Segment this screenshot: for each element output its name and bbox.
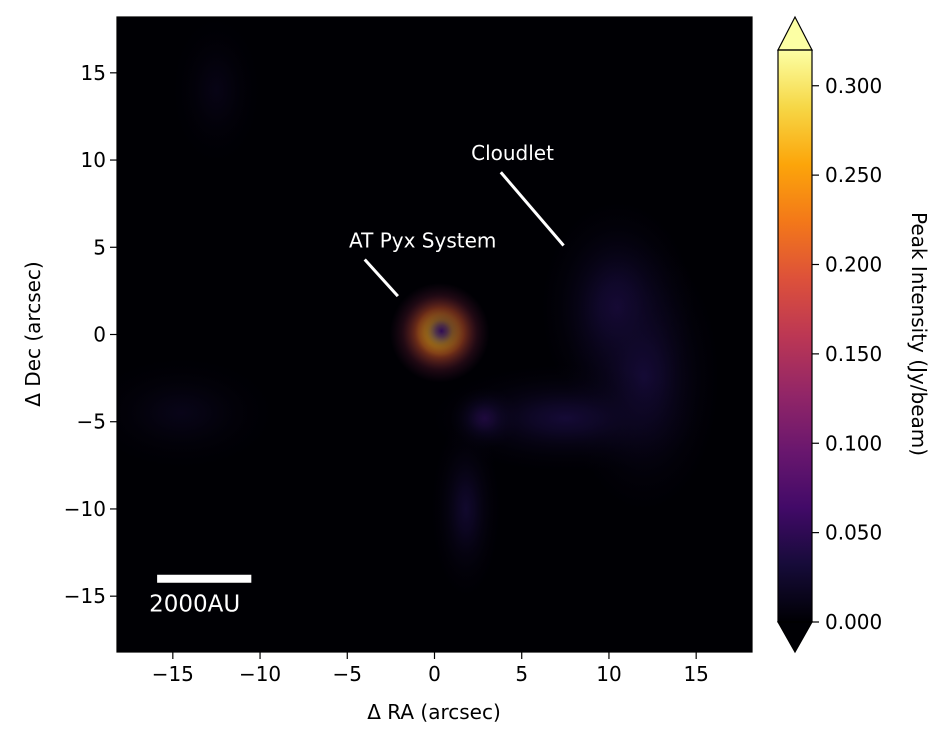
- annotation-label: Cloudlet: [471, 141, 554, 165]
- x-axis: −15 −10 −5 0 5 10 15: [152, 652, 709, 686]
- scale-bar-label: 2000AU: [149, 592, 240, 618]
- annotations: AT Pyx System Cloudlet: [349, 141, 565, 298]
- annotation-label: AT Pyx System: [349, 228, 496, 252]
- emission-feature: [117, 355, 278, 471]
- x-axis-label: Δ RA (arcsec): [367, 700, 501, 724]
- emission-map: [117, 17, 721, 598]
- colorbar-ticks: 0.000 0.050 0.100 0.150 0.200 0.250 0.300: [812, 74, 882, 634]
- x-tick-label: 5: [515, 662, 528, 686]
- y-tick-label: 15: [81, 61, 106, 85]
- y-tick-label: −15: [64, 584, 106, 608]
- colorbar-tick-label: 0.000: [825, 610, 882, 634]
- x-tick-label: 15: [683, 662, 708, 686]
- x-tick-label: −10: [239, 662, 281, 686]
- annotation-line: [363, 258, 399, 298]
- colorbar-tick-label: 0.250: [825, 163, 882, 187]
- x-tick-label: −5: [333, 662, 362, 686]
- colorbar-tick-label: 0.100: [825, 431, 882, 455]
- colorbar-gradient: [778, 50, 812, 622]
- colorbar-tick-label: 0.200: [825, 253, 882, 277]
- y-axis-label: Δ Dec (arcsec): [21, 261, 45, 406]
- colorbar-label: Peak Intensity (Jy/beam): [907, 212, 931, 456]
- y-tick-label: −10: [64, 497, 106, 521]
- y-axis: −15 −10 −5 0 5 10 15: [64, 61, 117, 608]
- colorbar-tick-label: 0.300: [825, 74, 882, 98]
- y-tick-label: 5: [93, 235, 106, 259]
- y-tick-label: 0: [93, 323, 106, 347]
- colorbar-tick-label: 0.150: [825, 342, 882, 366]
- emission-feature: [431, 364, 700, 472]
- emission-feature: [170, 17, 263, 168]
- colorbar-frame: [777, 49, 813, 623]
- scale-bar: 2000AU: [149, 574, 252, 618]
- colorbar-tick-label: 0.050: [825, 521, 882, 545]
- colorbar-extend-min: [776, 621, 814, 654]
- annotation-line: [499, 171, 565, 247]
- x-tick-label: −15: [152, 662, 194, 686]
- plot-area: AT Pyx System Cloudlet 2000AU: [116, 16, 753, 653]
- y-tick-label: −5: [77, 410, 106, 434]
- colorbar: 0.000 0.050 0.100 0.150 0.200 0.250 0.300: [776, 15, 882, 654]
- emission-feature: [431, 420, 501, 598]
- emission-feature: [418, 307, 465, 355]
- x-tick-label: 0: [428, 662, 441, 686]
- colorbar-extend-max: [777, 15, 813, 51]
- y-tick-label: 10: [81, 148, 106, 172]
- x-tick-label: 10: [596, 662, 621, 686]
